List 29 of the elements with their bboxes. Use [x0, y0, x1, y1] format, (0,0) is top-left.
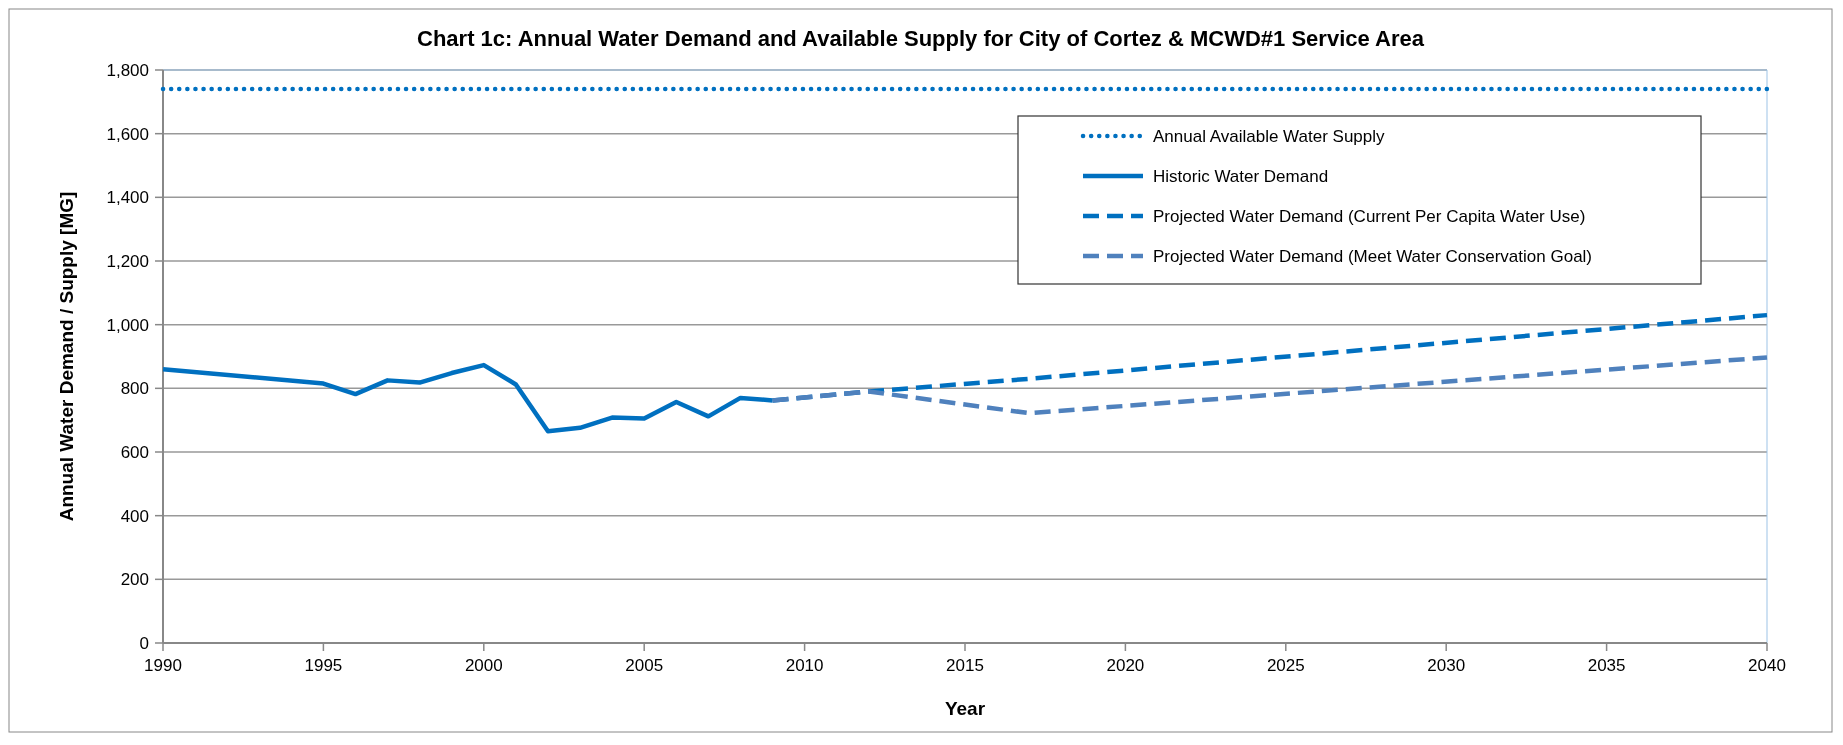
y-tick-label: 1,600	[106, 124, 149, 144]
y-tick-label: 1,800	[106, 60, 149, 80]
legend-label: Annual Available Water Supply	[1153, 126, 1386, 146]
x-tick-label: 2025	[1266, 656, 1305, 675]
y-tick-label: 800	[120, 379, 149, 399]
x-tick-label: 2015	[946, 656, 984, 675]
x-tick-label: 2035	[1587, 656, 1626, 675]
y-tick-label: 1,400	[106, 188, 149, 208]
x-tick-label: 2040	[1748, 656, 1786, 675]
legend-label: Projected Water Demand (Meet Water Conservation Goal)	[1153, 246, 1593, 266]
x-tick-label: 2020	[1106, 656, 1145, 675]
x-tick-label: 2010	[785, 656, 824, 675]
x-tick-label: 2030	[1427, 656, 1466, 675]
line-series	[770, 355, 1770, 416]
x-tick-label: 1995	[304, 656, 343, 675]
legend-label: Projected Water Demand (Current Per Capita Water Use)	[1153, 206, 1586, 226]
x-tick-label: 1990	[144, 656, 182, 675]
y-tick-label: 0	[139, 633, 149, 653]
y-tick-label: 600	[120, 442, 149, 462]
x-axis-title: Year	[944, 698, 986, 719]
legend-label: Historic Water Demand	[1153, 166, 1329, 186]
y-tick-label: 1,200	[106, 251, 149, 271]
y-tick-label: 1,000	[106, 315, 149, 335]
chart-title: Chart 1c: Annual Water Demand and Available Supply for City of Cortez & MCWD#1 Service Area	[417, 26, 1425, 51]
y-tick-label: 200	[120, 570, 149, 590]
y-axis-title: Annual Water Demand / Supply [MG]	[56, 191, 77, 522]
x-tick-label: 2005	[625, 656, 664, 675]
x-tick-label: 2000	[464, 656, 503, 675]
y-tick-label: 400	[120, 506, 149, 526]
